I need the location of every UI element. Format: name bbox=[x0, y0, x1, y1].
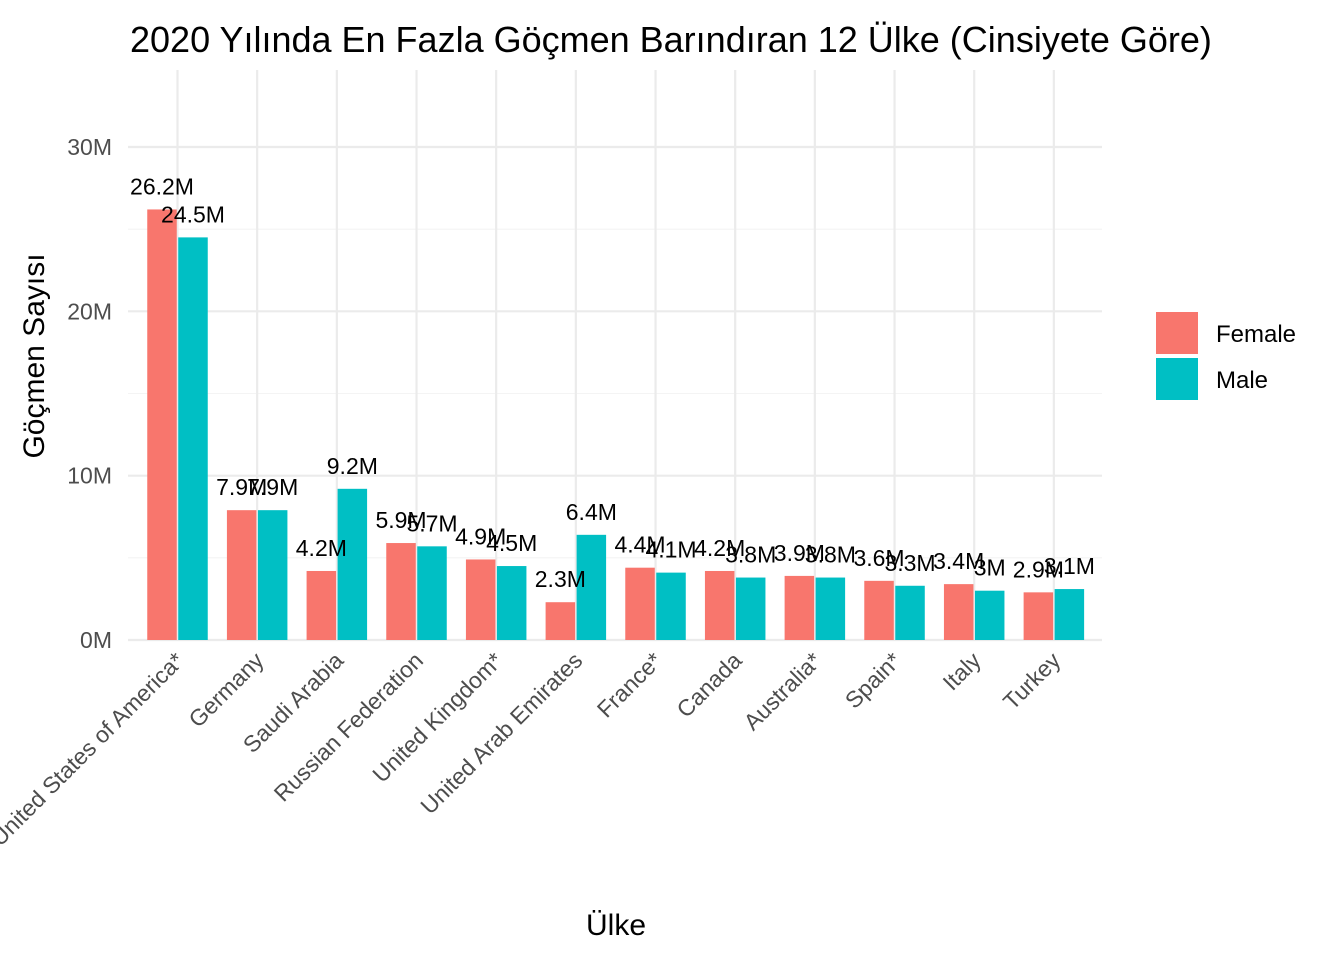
bar-male bbox=[576, 534, 607, 640]
bar-female bbox=[386, 543, 416, 640]
bar-male bbox=[895, 585, 925, 640]
bar-male bbox=[815, 577, 846, 640]
bar-female bbox=[306, 570, 337, 640]
bar-male bbox=[257, 510, 288, 640]
data-label-male: 3.8M bbox=[725, 542, 776, 568]
data-labels: 26.2M 7.9M 4.2M 5.9M 4.9M 2.3M 4.4M 4.2M 3.9M 3.6… bbox=[130, 173, 1095, 592]
data-label-female: 3.4M bbox=[933, 548, 984, 574]
bar-female bbox=[147, 209, 177, 641]
data-label-female: 7.9M bbox=[216, 474, 267, 500]
data-label-male: 3M bbox=[974, 555, 1006, 581]
y-axis-title: Göçmen Sayısı bbox=[18, 253, 51, 458]
bar-male bbox=[178, 237, 208, 640]
legend-key-female bbox=[1156, 312, 1198, 354]
y-axis: 0M 10M 20M 30M bbox=[67, 134, 112, 653]
bar-male bbox=[735, 577, 766, 640]
bar-female bbox=[625, 567, 655, 640]
legend-label-male: Male bbox=[1216, 367, 1268, 394]
data-label-male: 4.1M bbox=[645, 537, 696, 563]
data-label-male: 5.7M bbox=[406, 510, 457, 536]
data-label-female: 2.3M bbox=[535, 566, 586, 592]
bar-female bbox=[226, 510, 257, 640]
bar-male bbox=[337, 488, 368, 640]
bar-female bbox=[784, 575, 815, 640]
legend-key-male bbox=[1156, 358, 1198, 400]
bar-female bbox=[864, 580, 894, 640]
data-label-female: 4.9M bbox=[455, 523, 506, 549]
bar-female bbox=[1023, 592, 1054, 640]
data-label-male: 24.5M bbox=[161, 201, 225, 227]
bar-female bbox=[545, 602, 576, 640]
data-label-female: 5.9M bbox=[375, 507, 426, 533]
y-tick-label: 30M bbox=[67, 134, 112, 160]
data-label-female: 4.4M bbox=[614, 532, 665, 558]
data-label-female: 26.2M bbox=[130, 173, 194, 199]
data-label-male: 7.9M bbox=[247, 474, 298, 500]
y-tick-label: 20M bbox=[67, 298, 112, 324]
bars bbox=[147, 209, 1085, 641]
y-tick-label: 10M bbox=[67, 463, 112, 489]
data-label-female: 4.2M bbox=[296, 535, 347, 561]
bar-male bbox=[974, 590, 1005, 640]
chart-title: 2020 Yılında En Fazla Göçmen Barındıran … bbox=[130, 19, 1212, 60]
bar-female bbox=[465, 559, 496, 640]
data-label-male: 3.1M bbox=[1044, 553, 1095, 579]
data-label-male: 6.4M bbox=[566, 499, 617, 525]
data-label-male: 3.3M bbox=[884, 550, 935, 576]
grid bbox=[128, 70, 1102, 642]
bar-female bbox=[704, 570, 735, 640]
x-axis-title: Ülke bbox=[586, 909, 646, 942]
data-label-male: 4.5M bbox=[486, 530, 537, 556]
data-label-female: 4.2M bbox=[694, 535, 745, 561]
data-label-male: 9.2M bbox=[327, 453, 378, 479]
bar-male bbox=[417, 546, 447, 640]
bar-male bbox=[1054, 589, 1085, 640]
data-label-male: 3.8M bbox=[805, 542, 856, 568]
data-label-female: 3.6M bbox=[853, 545, 904, 571]
data-label-female: 3.9M bbox=[774, 540, 825, 566]
data-label-female: 2.9M bbox=[1013, 556, 1064, 582]
legend-label-female: Female bbox=[1216, 321, 1296, 348]
y-tick-label: 0M bbox=[80, 627, 112, 653]
bar-male bbox=[496, 566, 527, 640]
bar-female bbox=[943, 584, 974, 640]
legend: Female Male bbox=[1156, 312, 1296, 400]
bar-male bbox=[656, 572, 686, 640]
